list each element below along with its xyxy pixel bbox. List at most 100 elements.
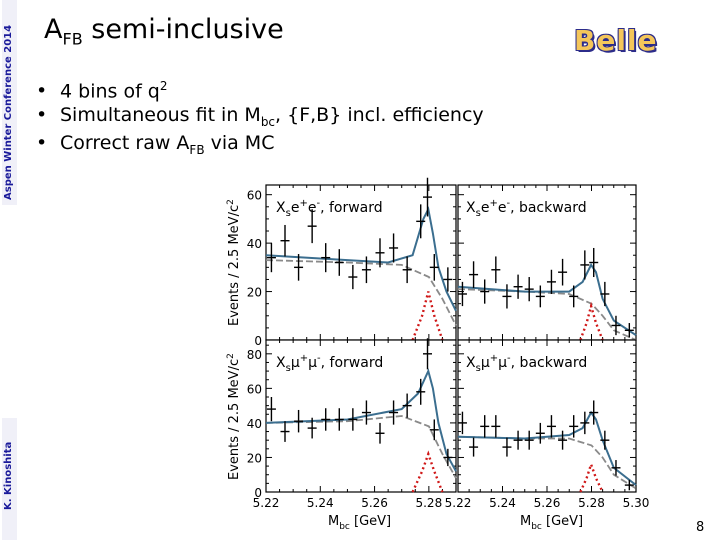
- data-point: [546, 269, 556, 294]
- data-point: [524, 277, 534, 302]
- data-point: [491, 415, 501, 438]
- data-point: [502, 437, 512, 457]
- panel-2: Xse+e-, backward: [457, 184, 637, 341]
- data-point: [348, 264, 358, 290]
- data-point: [611, 315, 621, 336]
- data-point: [307, 209, 317, 244]
- background-fit-curve: [265, 259, 457, 326]
- data-point: [280, 224, 290, 257]
- data-point: [375, 422, 385, 444]
- x-axis-label: Mbc [GeV]: [520, 514, 583, 532]
- panel-3: 0 20 40 60 80 Xsμ+μ-, forward: [247, 338, 457, 500]
- data-point: [469, 261, 479, 288]
- bullet-item: • Simultaneous fit in Mbc, {F,B} incl. ef…: [36, 103, 484, 129]
- side-bar-bottom: [2, 418, 17, 540]
- panel-label: Xse+e-, forward: [276, 198, 383, 219]
- data-point: [546, 415, 556, 438]
- y-axis-label: Events / 2.5 MeV/c2: [226, 353, 242, 480]
- side-bar: Aspen Winter Conference 2014 K. Kinoshit…: [0, 0, 17, 540]
- y-tick-label: 20: [247, 286, 262, 300]
- total-fit-curve: [265, 206, 457, 312]
- data-point: [429, 254, 439, 281]
- panel-label: Xsμ+μ-, backward: [466, 353, 587, 374]
- data-point: [600, 430, 610, 450]
- panel-1: 0 20 40 60 Xse+e-, forward: [247, 177, 457, 348]
- data-point: [348, 408, 358, 431]
- data-point: [280, 421, 290, 442]
- y-tick-label: 20: [247, 451, 262, 465]
- x-tick-label: 5.24: [489, 496, 516, 510]
- panel-4: Xsμ+μ-, backward: [457, 339, 637, 493]
- data-point: [429, 419, 439, 441]
- total-fit-curve: [457, 262, 637, 337]
- x-axis-label: Mbc [GeV]: [328, 514, 391, 532]
- y-tick-label: 80: [247, 348, 262, 362]
- page-number: 8: [696, 520, 705, 535]
- data-point: [611, 460, 621, 476]
- data-point: [469, 437, 479, 457]
- data-point: [321, 408, 331, 431]
- signal-fit-curve: [579, 301, 604, 341]
- x-tick-label: 5.24: [307, 496, 334, 510]
- data-point: [389, 233, 399, 263]
- data-point: [569, 285, 579, 308]
- y-tick-label: 0: [254, 334, 262, 348]
- signal-fit-curve: [579, 460, 604, 493]
- data-point: [580, 250, 590, 280]
- data-point: [443, 448, 453, 467]
- x-tick-label: 5.26: [361, 496, 388, 510]
- x-tick-label: 5.22: [445, 496, 472, 510]
- data-point: [402, 256, 412, 284]
- data-point: [480, 415, 490, 438]
- data-point: [491, 256, 501, 284]
- belle-logo: Belle: [574, 24, 658, 57]
- bullet-list: • 4 bins of q2 • Simultaneous fit in Mbc, …: [36, 72, 484, 158]
- data-point: [580, 411, 590, 435]
- data-point: [513, 274, 523, 299]
- data-point: [361, 256, 371, 284]
- data-point: [443, 267, 453, 292]
- data-point: [294, 254, 304, 281]
- signal-fit-curve: [411, 291, 444, 341]
- data-point: [558, 258, 568, 286]
- slide-title: AFB semi-inclusive: [44, 14, 284, 49]
- x-tick-label: 5.26: [534, 496, 561, 510]
- data-point: [389, 400, 399, 425]
- data-point: [589, 247, 599, 278]
- data-point: [307, 417, 317, 439]
- panel-frame: [457, 184, 637, 341]
- data-point: [535, 422, 545, 444]
- data-point: [457, 411, 467, 435]
- data-point: [334, 408, 344, 431]
- data-point: [457, 281, 467, 307]
- data-point: [423, 338, 432, 370]
- data-point: [535, 285, 545, 308]
- data-point: [361, 400, 371, 425]
- data-point: [558, 430, 568, 450]
- x-tick-label: 5.28: [578, 496, 605, 510]
- x-tick-label: 5.22: [253, 496, 280, 510]
- signal-fit-curve: [411, 450, 444, 493]
- y-tick-label: 60: [247, 382, 262, 396]
- x-tick-label: 5.28: [415, 496, 442, 510]
- total-fit-curve: [265, 368, 457, 472]
- data-point: [589, 400, 599, 425]
- data-point: [402, 393, 412, 418]
- x-tick-label: 5.30: [623, 496, 650, 510]
- data-point: [502, 284, 512, 309]
- data-point: [294, 409, 304, 433]
- data-point: [416, 378, 426, 405]
- side-bar-top: [2, 0, 17, 205]
- data-point: [266, 397, 276, 422]
- data-point: [480, 279, 490, 304]
- data-point: [600, 281, 610, 307]
- data-point: [334, 249, 344, 276]
- data-point: [624, 479, 634, 491]
- data-point: [524, 430, 534, 450]
- data-point: [624, 323, 634, 338]
- panel-label: Xsμ+μ-, forward: [276, 353, 383, 374]
- data-point: [266, 243, 276, 273]
- bullet-item: • Correct raw AFB via MC: [36, 132, 275, 157]
- bullet-item: • 4 bins of q2: [36, 79, 168, 103]
